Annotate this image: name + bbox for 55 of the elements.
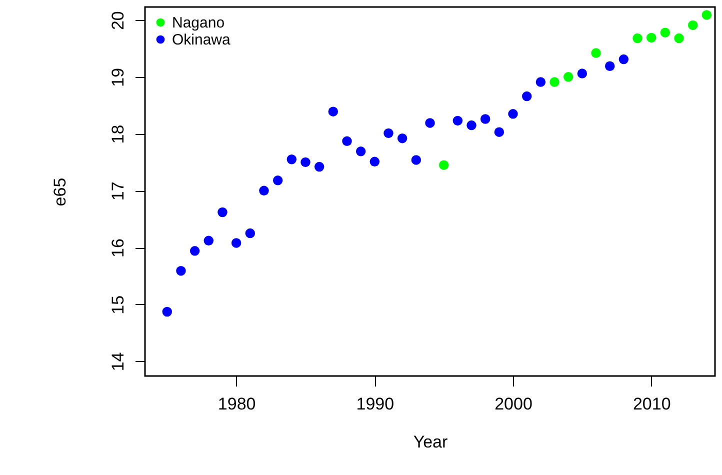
point	[646, 32, 656, 43]
point	[480, 114, 490, 124]
point	[466, 120, 476, 130]
point	[452, 116, 463, 126]
point	[245, 228, 256, 238]
y-tick-label: 14	[108, 352, 128, 372]
x-tick-label: 2010	[632, 394, 671, 414]
point	[674, 33, 684, 44]
point	[356, 146, 366, 156]
point	[563, 72, 574, 82]
point	[259, 186, 269, 196]
point	[577, 68, 588, 78]
point	[632, 33, 642, 44]
point	[494, 127, 504, 137]
y-tick-label: 19	[108, 68, 128, 87]
point	[425, 118, 435, 128]
x-axis-title: Year	[413, 432, 448, 452]
y-tick-label: 17	[108, 182, 128, 201]
point	[286, 154, 297, 164]
x-tick-label: 1980	[218, 394, 256, 414]
y-axis-title: e65	[50, 178, 70, 206]
point	[328, 106, 338, 116]
point	[438, 160, 449, 170]
point	[162, 306, 172, 317]
y-tick-label: 20	[108, 11, 128, 30]
point	[522, 91, 532, 102]
point	[370, 156, 380, 167]
point	[272, 176, 283, 186]
point	[342, 136, 352, 146]
point	[176, 266, 186, 276]
point	[688, 20, 698, 30]
point	[218, 207, 228, 218]
point	[702, 10, 712, 20]
point	[231, 238, 242, 248]
point	[190, 246, 200, 256]
point	[536, 77, 546, 87]
y-tick-label: 16	[108, 238, 128, 258]
point	[314, 162, 324, 172]
x-tick-label: 2000	[494, 394, 532, 414]
point	[397, 133, 408, 144]
point	[604, 61, 615, 71]
point	[508, 109, 518, 119]
legend-label: Nagano	[172, 14, 225, 32]
point	[618, 54, 629, 64]
point	[660, 28, 670, 38]
point	[384, 128, 394, 138]
point	[591, 48, 601, 58]
point	[411, 155, 422, 165]
point	[300, 157, 310, 168]
y-tick-label: 15	[108, 295, 128, 314]
point	[550, 77, 560, 87]
y-tick-label: 18	[108, 124, 128, 144]
point	[204, 236, 214, 246]
x-tick-label: 1990	[356, 394, 394, 414]
legend-label: Okinawa	[172, 32, 232, 48]
